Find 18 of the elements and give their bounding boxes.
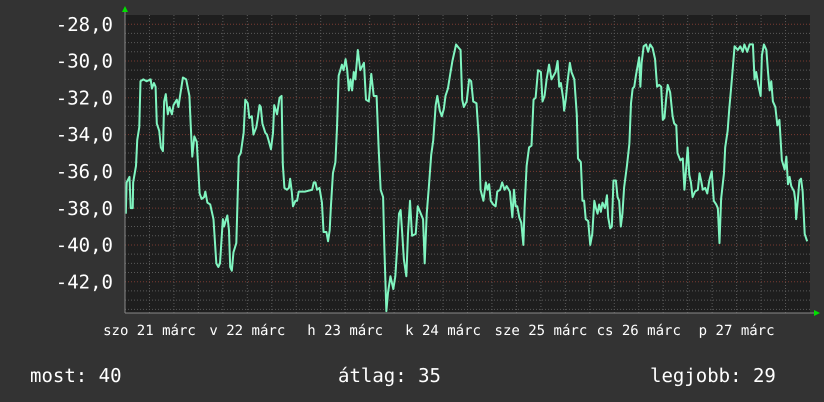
y-tick-label: -34,0 xyxy=(56,124,113,146)
y-tick-label: -32,0 xyxy=(56,87,113,110)
x-tick-label: h 23 márc xyxy=(307,323,384,339)
y-tick-label: -40,0 xyxy=(56,234,113,257)
y-tick-label: -30,0 xyxy=(56,50,113,73)
text: most: 40 xyxy=(30,365,122,387)
y-tick-label: -28,0 xyxy=(56,14,113,36)
x-tick-label: sze 25 márc xyxy=(494,323,588,339)
y-tick-label: -42,0 xyxy=(56,271,113,294)
y-tick-label: -36,0 xyxy=(56,161,113,184)
text: átlag: 35 xyxy=(338,365,441,387)
x-tick-label: v 22 márc xyxy=(209,323,286,339)
x-tick-label: cs 26 márc xyxy=(596,323,681,339)
text: legjobb: 29 xyxy=(650,365,776,387)
x-tick-label: p 27 márc xyxy=(698,323,775,339)
x-tick-label: szo 21 márc xyxy=(103,323,196,339)
x-tick-label: k 24 márc xyxy=(405,323,481,339)
y-tick-label: -38,0 xyxy=(56,198,113,220)
